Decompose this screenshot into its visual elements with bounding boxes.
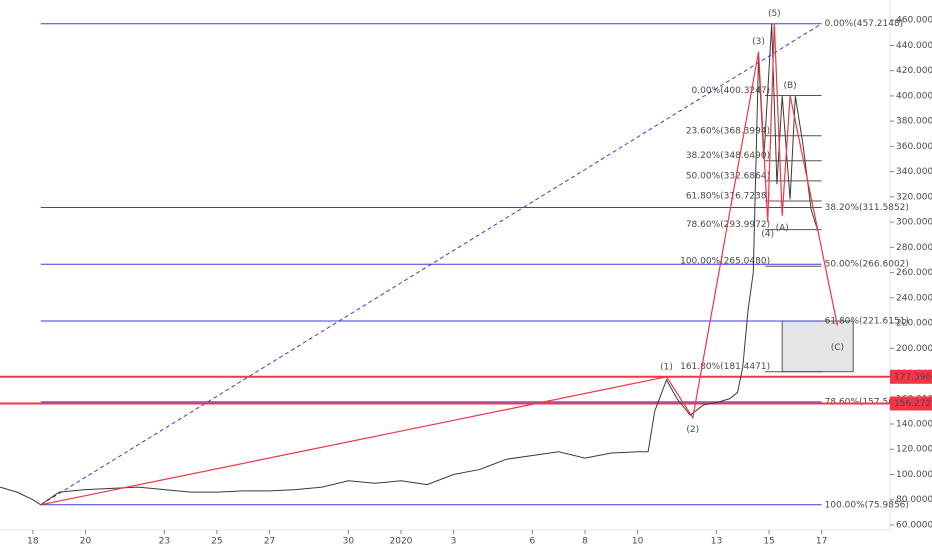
y-tick-label: 120.0000 <box>896 445 932 455</box>
small-fib-label: 61.80%(316.7238) <box>686 191 770 201</box>
fib-label: 61.80%(221.6151) <box>825 317 909 327</box>
y-tick-label: 240.0000 <box>896 293 932 303</box>
wave-label: (C) <box>831 343 844 353</box>
y-tick-label: 340.0000 <box>896 167 932 177</box>
y-tick-label: 460.0000 <box>896 16 932 26</box>
y-tick-label: 280.0000 <box>896 243 932 253</box>
y-tick-label: 380.0000 <box>896 117 932 127</box>
price-badge <box>890 369 932 384</box>
fib-label: 100.00%(75.9856) <box>825 500 909 510</box>
fib-label: 0.00%(457.2148) <box>825 19 904 29</box>
x-tick-label: 20 <box>80 537 92 547</box>
small-fib-label: 0.00%(400.3247) <box>692 86 771 96</box>
x-tick-label: 17 <box>816 537 827 547</box>
y-tick-label: 200.0000 <box>896 344 932 354</box>
y-tick-label: 420.0000 <box>896 66 932 76</box>
x-tick-label: 18 <box>27 537 39 547</box>
fib-label: 38.20%(311.5852) <box>825 203 909 213</box>
y-tick-label: 300.0000 <box>896 218 932 228</box>
small-fib-label: 38.20%(348.6490) <box>686 151 770 161</box>
wave-label: (4) <box>761 230 774 240</box>
wave-label: (1) <box>660 362 673 372</box>
fib-trend <box>40 23 822 506</box>
wave-label: (B) <box>783 81 796 91</box>
y-tick-label: 360.0000 <box>896 142 932 152</box>
x-tick-label: 3 <box>451 537 457 547</box>
small-fib-label: 50.00%(332.6864) <box>686 171 770 181</box>
x-tick-label: 2020 <box>390 537 413 547</box>
price-badge-label: 177.3969 <box>894 372 932 382</box>
y-tick-label: 80.0000 <box>896 495 932 505</box>
wave-path <box>40 23 839 506</box>
price-badge <box>890 396 932 411</box>
y-tick-label: 100.0000 <box>896 470 932 480</box>
x-tick-label: 27 <box>264 537 275 547</box>
y-tick-label: 220.0000 <box>896 319 932 329</box>
y-tick-label: 320.0000 <box>896 192 932 202</box>
fib-label: 50.00%(266.6002) <box>825 260 909 270</box>
wave-label: (A) <box>776 223 789 233</box>
x-tick-label: 25 <box>211 537 222 547</box>
x-tick-label: 13 <box>711 537 722 547</box>
wave-label: (3) <box>752 37 765 47</box>
small-fib-label: 23.60%(368.3994) <box>686 126 770 136</box>
y-tick-label: 400.0000 <box>896 91 932 101</box>
price-badge-label: 156.2724 <box>894 399 932 409</box>
y-tick-label: 260.0000 <box>896 268 932 278</box>
y-tick-label: 140.0000 <box>896 420 932 430</box>
x-tick-label: 8 <box>582 537 588 547</box>
fib-label: 78.60%(157.5686) <box>825 397 909 407</box>
small-fib-label: 161.80%(181.4471) <box>680 362 770 372</box>
x-tick-label: 15 <box>763 537 774 547</box>
y-tick-label: 440.0000 <box>896 41 932 51</box>
y-tick-label: 60.0000 <box>896 520 932 530</box>
x-tick-label: 10 <box>632 537 644 547</box>
x-tick-label: 6 <box>530 537 536 547</box>
x-tick-label: 30 <box>343 537 355 547</box>
wave-label: (5) <box>768 9 781 19</box>
wave-label: (2) <box>686 425 699 435</box>
small-fib-label: 100.00%(265.0480) <box>680 257 770 267</box>
x-tick-label: 23 <box>159 537 170 547</box>
